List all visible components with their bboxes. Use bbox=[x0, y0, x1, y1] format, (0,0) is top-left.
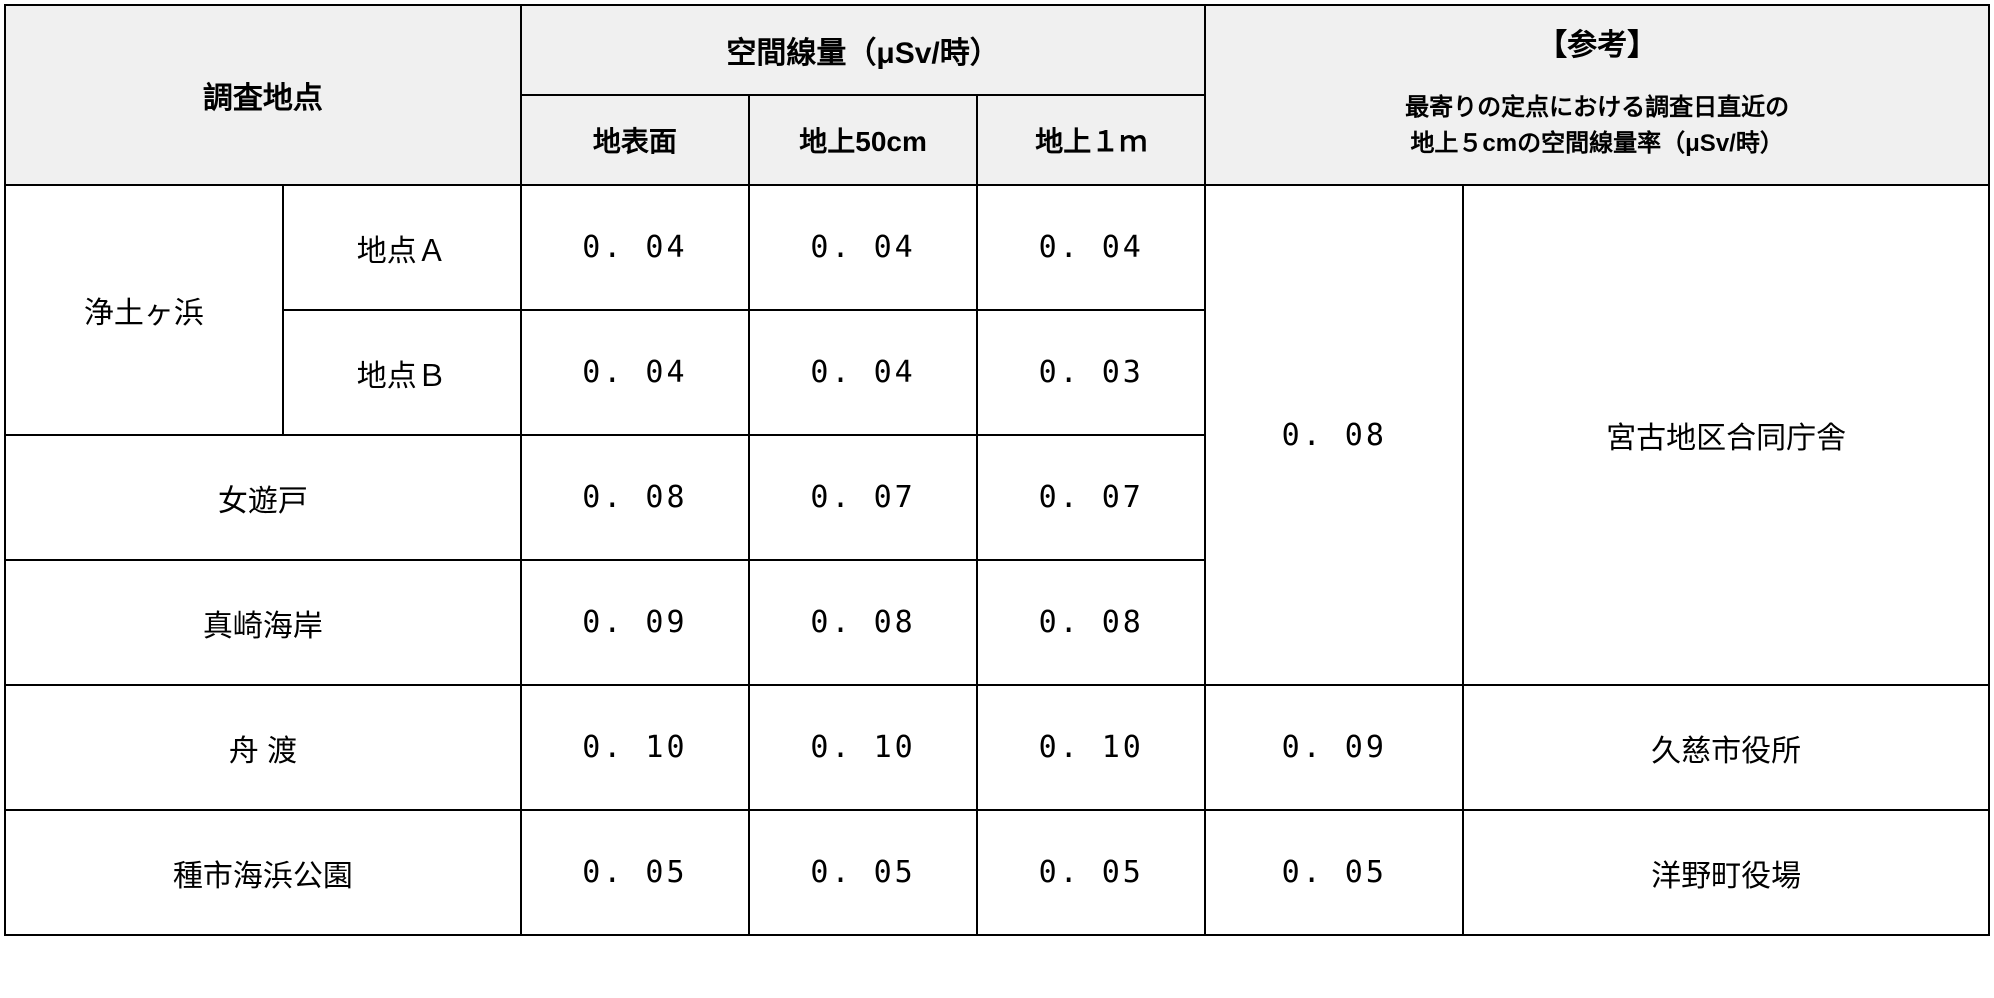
ref-location: 洋野町役場 bbox=[1463, 810, 1989, 935]
value-1m: 0. 07 bbox=[977, 435, 1205, 560]
value-50cm: 0. 04 bbox=[749, 310, 977, 435]
table-body: 浄土ヶ浜 地点Ａ 0. 04 0. 04 0. 04 0. 08 宮古地区合同庁… bbox=[5, 185, 1989, 935]
value-1m: 0. 10 bbox=[977, 685, 1205, 810]
value-surface: 0. 04 bbox=[521, 185, 749, 310]
radiation-dose-table: 調査地点 空間線量（μSv/時） 【参考】 最寄りの定点における調査日直近の 地… bbox=[4, 4, 1990, 936]
value-surface: 0. 10 bbox=[521, 685, 749, 810]
location-sub: 地点Ｂ bbox=[283, 310, 521, 435]
value-1m: 0. 05 bbox=[977, 810, 1205, 935]
value-50cm: 0. 10 bbox=[749, 685, 977, 810]
value-1m: 0. 08 bbox=[977, 560, 1205, 685]
location-main: 浄土ヶ浜 bbox=[5, 185, 283, 435]
header-reference: 【参考】 最寄りの定点における調査日直近の 地上５cmの空間線量率（μSv/時） bbox=[1205, 5, 1989, 185]
header-survey-point: 調査地点 bbox=[5, 5, 521, 185]
header-reference-sub: 最寄りの定点における調査日直近の 地上５cmの空間線量率（μSv/時） bbox=[1206, 82, 1988, 170]
ref-location: 久慈市役所 bbox=[1463, 685, 1989, 810]
table-row: 浄土ヶ浜 地点Ａ 0. 04 0. 04 0. 04 0. 08 宮古地区合同庁… bbox=[5, 185, 1989, 310]
header-1m: 地上１ｍ bbox=[977, 95, 1205, 185]
value-50cm: 0. 07 bbox=[749, 435, 977, 560]
header-dose-rate: 空間線量（μSv/時） bbox=[521, 5, 1205, 95]
value-50cm: 0. 04 bbox=[749, 185, 977, 310]
ref-value: 0. 08 bbox=[1205, 185, 1463, 685]
header-reference-sub-line2: 地上５cmの空間線量率（μSv/時） bbox=[1410, 130, 1783, 157]
value-50cm: 0. 08 bbox=[749, 560, 977, 685]
location-sub: 地点Ａ bbox=[283, 185, 521, 310]
location-full: 種市海浜公園 bbox=[5, 810, 521, 935]
ref-location: 宮古地区合同庁舎 bbox=[1463, 185, 1989, 685]
location-full: 女遊戸 bbox=[5, 435, 521, 560]
location-full: 舟 渡 bbox=[5, 685, 521, 810]
header-reference-sub-line1: 最寄りの定点における調査日直近の bbox=[1405, 94, 1789, 121]
header-surface: 地表面 bbox=[521, 95, 749, 185]
location-full: 真崎海岸 bbox=[5, 560, 521, 685]
value-50cm: 0. 05 bbox=[749, 810, 977, 935]
table-row: 舟 渡 0. 10 0. 10 0. 10 0. 09 久慈市役所 bbox=[5, 685, 1989, 810]
value-surface: 0. 09 bbox=[521, 560, 749, 685]
ref-value: 0. 05 bbox=[1205, 810, 1463, 935]
header-50cm: 地上50cm bbox=[749, 95, 977, 185]
ref-value: 0. 09 bbox=[1205, 685, 1463, 810]
value-1m: 0. 04 bbox=[977, 185, 1205, 310]
header-reference-title: 【参考】 bbox=[1206, 20, 1988, 64]
table-header: 調査地点 空間線量（μSv/時） 【参考】 最寄りの定点における調査日直近の 地… bbox=[5, 5, 1989, 185]
value-surface: 0. 04 bbox=[521, 310, 749, 435]
value-surface: 0. 05 bbox=[521, 810, 749, 935]
value-surface: 0. 08 bbox=[521, 435, 749, 560]
table-row: 種市海浜公園 0. 05 0. 05 0. 05 0. 05 洋野町役場 bbox=[5, 810, 1989, 935]
value-1m: 0. 03 bbox=[977, 310, 1205, 435]
